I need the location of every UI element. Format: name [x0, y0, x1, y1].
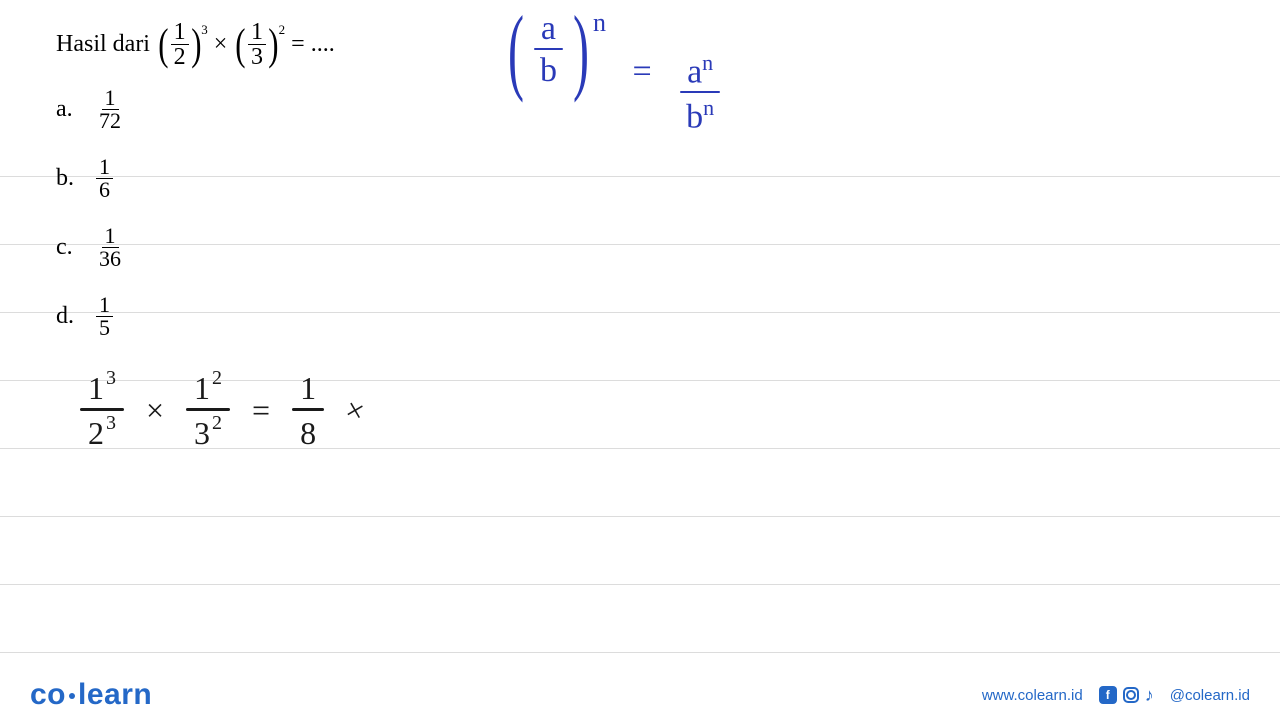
option-label: b. [56, 165, 78, 192]
option-row: a. 172 [56, 87, 335, 132]
option-row: d. 15 [56, 294, 335, 339]
work-eq: = [252, 392, 270, 429]
option-row: c. 136 [56, 225, 335, 270]
option-row: b. 16 [56, 156, 335, 201]
option-fraction: 136 [96, 225, 124, 270]
tiktok-icon: ♪ [1145, 685, 1154, 706]
option-fraction: 172 [96, 87, 124, 132]
term-2: ( 1 3 ) 2 [233, 20, 285, 69]
question-prefix: Hasil dari [56, 31, 150, 58]
handwritten-rule: ( a b ) n = an bn [500, 12, 722, 134]
operator: × [214, 31, 228, 58]
brand-logo: colearn [30, 678, 152, 712]
option-label: c. [56, 234, 78, 261]
term-1: ( 1 2 ) 3 [156, 20, 208, 69]
option-fraction: 15 [96, 294, 113, 339]
instagram-icon [1123, 687, 1139, 703]
footer-url: www.colearn.id [982, 687, 1083, 704]
question-suffix: = .... [291, 31, 335, 58]
work-term-2: 12 32 [186, 372, 230, 449]
work-result-1: 1 8 [292, 372, 324, 449]
work-trailing: × [342, 390, 369, 430]
options-list: a. 172 b. 16 c. 136 d. 15 [56, 87, 335, 339]
option-label: d. [56, 303, 78, 330]
option-label: a. [56, 96, 78, 123]
work-term-1: 13 23 [80, 372, 124, 449]
social-icons: f ♪ [1099, 685, 1154, 706]
question-text: Hasil dari ( 1 2 ) 3 × ( 1 3 ) 2 = .... [56, 20, 335, 69]
footer-handle: @colearn.id [1170, 687, 1250, 704]
work-times-1: × [146, 392, 164, 429]
footer: colearn www.colearn.id f ♪ @colearn.id [0, 678, 1280, 712]
handwritten-work: 13 23 × 12 32 = 1 8 × [80, 372, 364, 449]
option-fraction: 16 [96, 156, 113, 201]
question-block: Hasil dari ( 1 2 ) 3 × ( 1 3 ) 2 = .... … [56, 20, 335, 363]
facebook-icon: f [1099, 686, 1117, 704]
